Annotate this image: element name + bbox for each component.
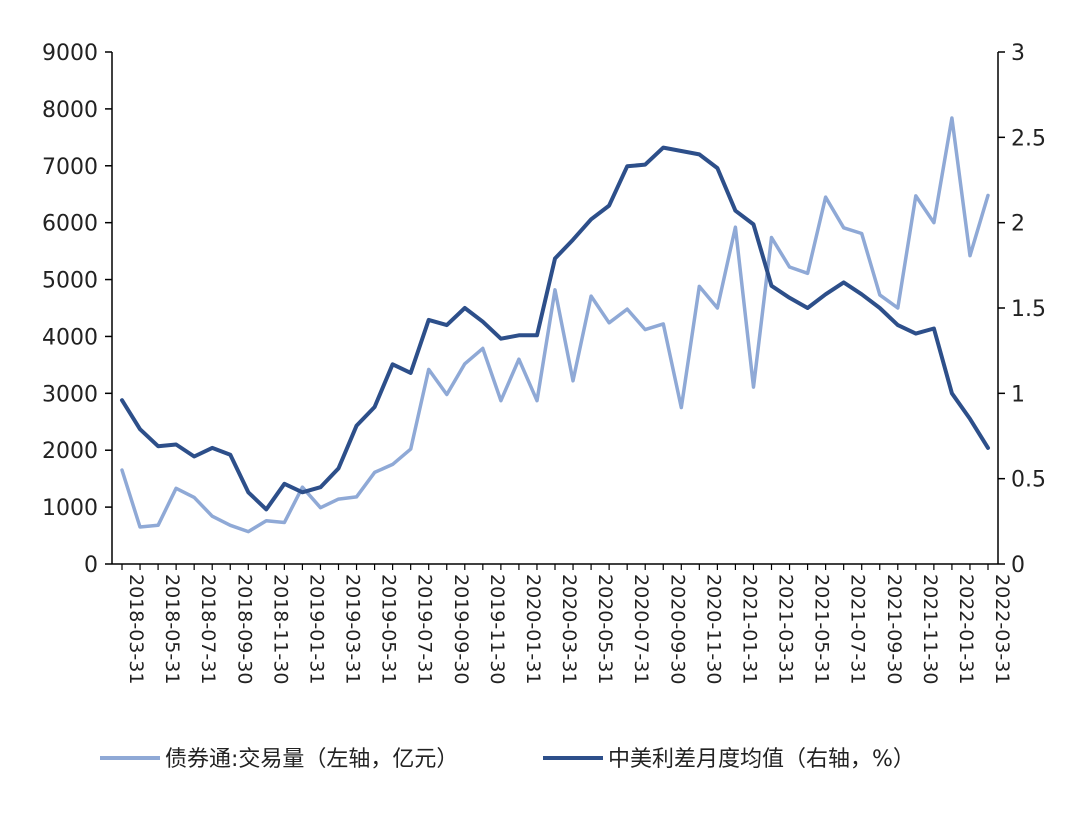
- x-tick-label: 2021-03-31: [775, 574, 797, 684]
- x-tick-label: 2019-05-31: [378, 574, 400, 684]
- x-tick-label: 2021-01-31: [738, 574, 760, 684]
- x-tick-label: 2019-07-31: [414, 574, 436, 684]
- left-y-tick-label: 1000: [42, 496, 98, 521]
- x-tick-label: 2022-03-31: [991, 574, 1013, 684]
- left-y-tick-label: 3000: [42, 382, 98, 407]
- series-line-trade-volume: [122, 118, 988, 532]
- x-tick-label: 2022-01-31: [955, 574, 977, 684]
- x-tick-label: 2019-09-30: [450, 574, 472, 684]
- right-y-tick-label: 1: [1011, 382, 1025, 407]
- left-y-tick-label: 7000: [42, 155, 98, 180]
- x-tick-label: 2018-11-30: [269, 574, 291, 684]
- left-y-tick-label: 4000: [42, 325, 98, 350]
- left-y-tick-label: 5000: [42, 269, 98, 294]
- right-y-tick-label: 2.5: [1011, 126, 1046, 151]
- right-y-tick-label: 2: [1011, 212, 1025, 237]
- x-tick-label: 2020-01-31: [522, 574, 544, 684]
- left-y-tick-label: 8000: [42, 98, 98, 123]
- legend: 债券通:交易量（左轴，亿元） 中美利差月度均值（右轴，%）: [100, 747, 915, 772]
- series-line-interest-spread: [122, 148, 988, 510]
- left-y-tick-label: 0: [84, 553, 98, 578]
- x-tick-label: 2021-07-31: [847, 574, 869, 684]
- x-tick-label: 2021-11-30: [919, 574, 941, 684]
- x-tick-label: 2019-01-31: [305, 574, 327, 684]
- left-y-tick-label: 9000: [42, 41, 98, 66]
- x-tick-label: 2020-03-31: [558, 574, 580, 684]
- x-tick-label: 2019-03-31: [342, 574, 364, 684]
- legend-label-interest-spread: 中美利差月度均值（右轴，%）: [608, 747, 915, 772]
- left-y-tick-label: 2000: [42, 439, 98, 464]
- x-tick-label: 2021-05-31: [811, 574, 833, 684]
- right-y-tick-label: 1.5: [1011, 297, 1046, 322]
- right-y-tick-label: 0.5: [1011, 468, 1046, 493]
- x-tick-label: 2020-09-30: [666, 574, 688, 684]
- x-tick-label: 2020-07-31: [630, 574, 652, 684]
- x-tick-label: 2018-09-30: [233, 574, 255, 684]
- x-tick-label: 2020-05-31: [594, 574, 616, 684]
- x-tick-label: 2018-05-31: [161, 574, 183, 684]
- right-y-tick-label: 3: [1011, 41, 1025, 66]
- x-tick-label: 2021-09-30: [883, 574, 905, 684]
- x-tick-label: 2018-07-31: [197, 574, 219, 684]
- x-tick-label: 2018-03-31: [125, 574, 147, 684]
- legend-label-trade-volume: 债券通:交易量（左轴，亿元）: [165, 747, 458, 772]
- left-y-tick-label: 6000: [42, 212, 98, 237]
- x-tick-label: 2020-11-30: [702, 574, 724, 684]
- series-lines: [122, 118, 988, 532]
- x-tick-label: 2019-11-30: [486, 574, 508, 684]
